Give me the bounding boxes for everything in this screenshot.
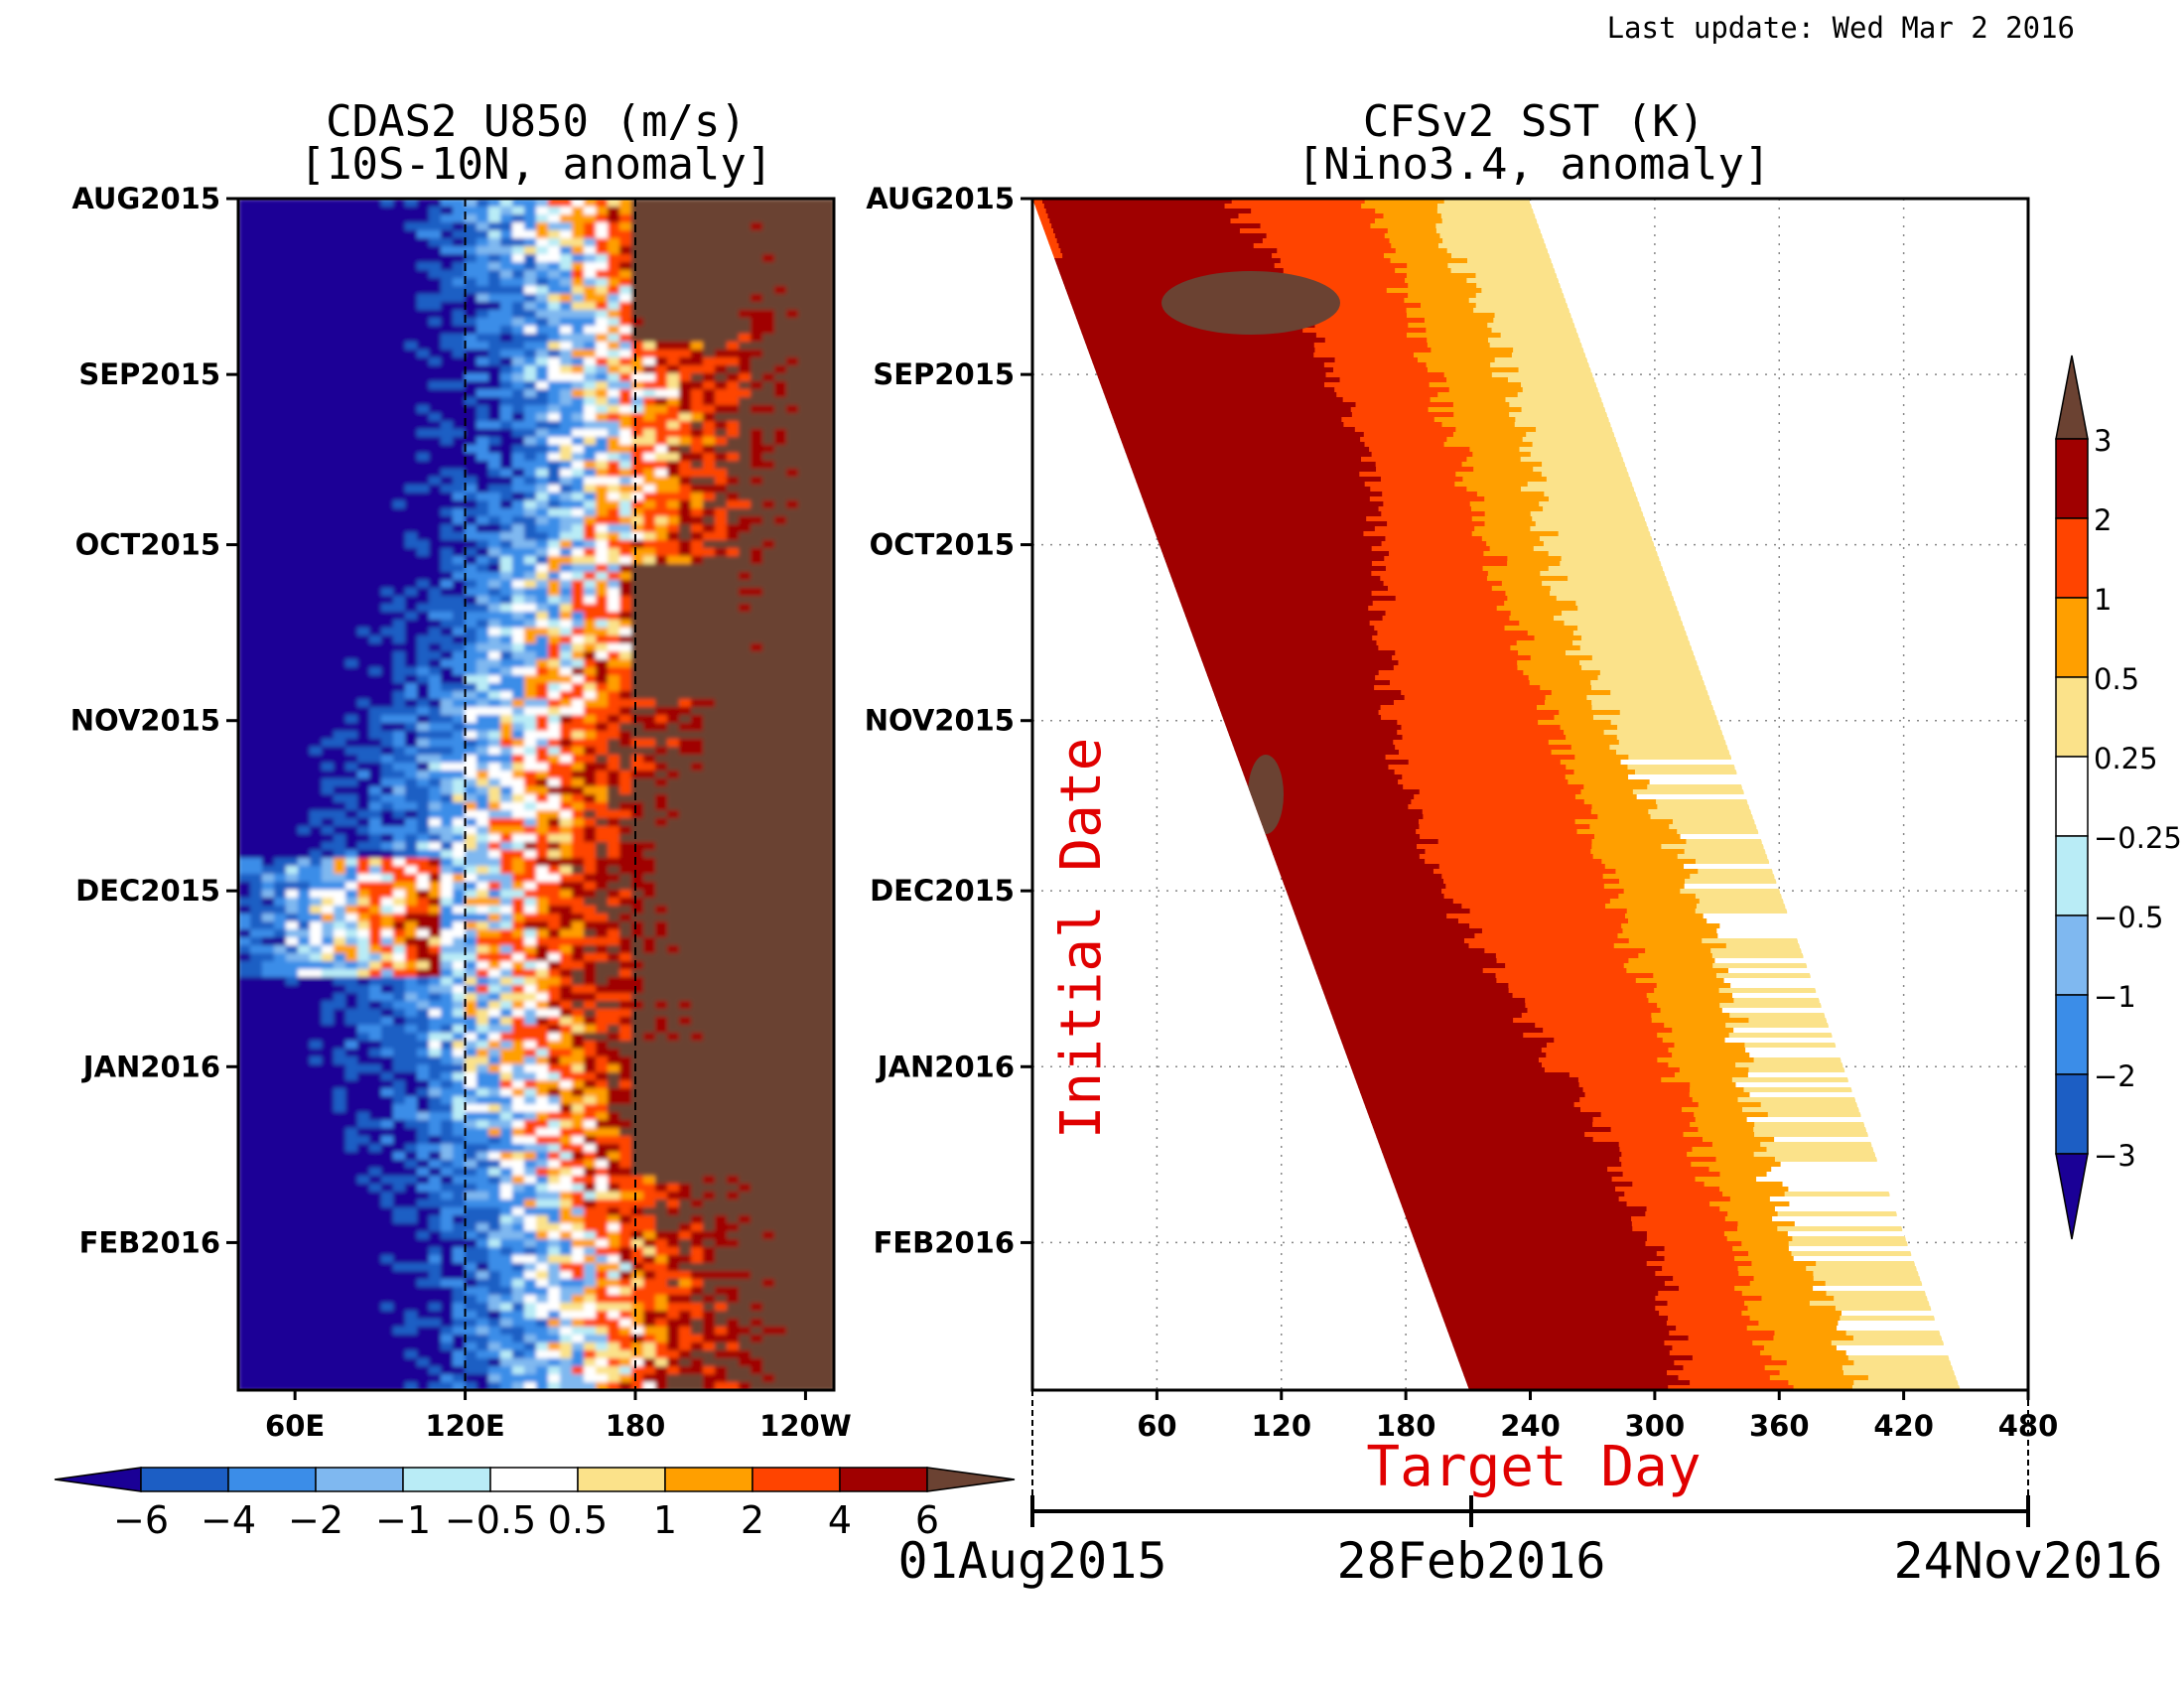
x-tick-label: 240 [1500,1409,1561,1443]
left-panel: CDAS2 U850 (m/s) [10S-10N, anomaly] AUG2… [54,96,1016,1542]
colorbar-label: 1 [2094,583,2112,617]
colorbar-cell [2055,835,2089,916]
left-field-cells [238,199,834,1390]
colorbar-label: −1 [2094,980,2136,1014]
colorbar-arrow-high [926,1467,1016,1492]
date-axis-label: 24Nov2016 [1894,1532,2163,1590]
x-tick-label: 120E [425,1409,504,1443]
colorbar-label: 2 [2094,503,2112,537]
colorbar-label: 1 [653,1498,677,1542]
x-axis-label-target-day: Target Day [1366,1435,1701,1499]
right-x-axis: 60 120 180 240 300 360 420 480 [1137,1390,2058,1443]
colorbar-cell [577,1467,666,1492]
right-title: CFSv2 SST (K) [1363,96,1705,147]
y-tick-label: SEP2015 [78,357,220,391]
y-tick-label: NOV2015 [70,704,220,738]
y-tick-label: AUG2015 [866,182,1015,215]
right-panel: CFSv2 SST (K) [Nino3.4, anomaly] AUG2015… [865,96,2182,1590]
colorbar-cell [664,1467,753,1492]
y-tick-label: JAN2016 [876,1050,1015,1083]
last-update-text: Last update: Wed Mar 2 2016 [1607,11,2075,45]
colorbar-label: 6 [915,1498,939,1542]
colorbar-label: −2 [2094,1059,2136,1093]
colorbar-label: 4 [828,1498,852,1542]
y-tick-label: SEP2015 [873,357,1015,391]
left-heatmap-field [238,199,834,1390]
colorbar-cell [2055,517,2089,599]
left-title: CDAS2 U850 (m/s) [326,96,747,147]
colorbar-arrow-low [2055,1153,2089,1240]
colorbar-arrow-high [2055,354,2089,440]
colorbar-cell [2055,914,2089,996]
x-tick-label: 60E [265,1409,325,1443]
colorbar-arrow-low [54,1467,142,1492]
colorbar-cell [2055,438,2089,519]
x-tick-label: 300 [1625,1409,1686,1443]
date-axis-label: 01Aug2015 [898,1532,1167,1590]
y-tick-label: FEB2016 [79,1225,220,1259]
left-plot-frame [236,197,836,1392]
colorbar-label: 3 [2094,424,2112,458]
colorbar-cell [315,1467,404,1492]
colorbar-label: −3 [2094,1139,2136,1173]
left-x-axis: 60E 120E 180 120W [265,1390,852,1443]
colorbar-label: −2 [288,1498,343,1542]
y-tick-label: JAN2016 [81,1050,220,1083]
colorbar-cell [2055,994,2089,1075]
left-reference-lines [464,199,636,1390]
colorbar-label: −1 [375,1498,431,1542]
right-field-bands [1032,199,1961,1390]
colorbar-cell [2055,1073,2089,1155]
y-tick-label: NOV2015 [865,704,1015,738]
strong-anomaly-patch [1248,755,1284,834]
left-subtitle: [10S-10N, anomaly] [300,139,773,190]
right-colorbar: 3 2 1 0.5 0.25 −0.25 −0.5 −1 −2 −3 [2055,354,2182,1240]
left-y-axis: AUG2015 SEP2015 OCT2015 NOV2015 DEC2015 JAN20… [70,182,238,1259]
x-tick-label: 360 [1749,1409,1810,1443]
colorbar-label: 0.5 [2094,662,2139,696]
y-tick-label: OCT2015 [870,528,1015,562]
colorbar-cell [489,1467,579,1492]
colorbar-cell [2055,756,2089,837]
colorbar-cell [402,1467,491,1492]
colorbar-label: 2 [741,1498,764,1542]
y-tick-label: OCT2015 [75,528,220,562]
x-tick-label: 180 [1376,1409,1436,1443]
date-axis: 01Aug2015 28Feb2016 24Nov2016 [898,1390,2163,1590]
x-tick-label: 120 [1251,1409,1311,1443]
y-tick-label: FEB2016 [874,1225,1015,1259]
colorbar-cell [2055,597,2089,678]
date-axis-label: 28Feb2016 [1337,1532,1606,1590]
y-axis-label-initial-date: Initial Date [1049,738,1114,1140]
colorbar-label: −0.25 [2094,821,2182,855]
colorbar-cell [2055,676,2089,758]
x-tick-label: 60 [1137,1409,1176,1443]
colorbar-label: −0.5 [445,1498,536,1542]
colorbar-cell [227,1467,317,1492]
x-tick-label: 180 [606,1409,666,1443]
colorbar-label: 0.5 [548,1498,608,1542]
strong-anomaly-patch [1161,271,1340,335]
right-heatmap-field [1032,199,1961,1390]
colorbar-cell [839,1467,928,1492]
colorbar-cell [140,1467,229,1492]
y-tick-label: DEC2015 [75,874,220,908]
y-tick-label: DEC2015 [870,874,1015,908]
y-tick-label: AUG2015 [71,182,220,215]
colorbar-label: −4 [201,1498,256,1542]
x-tick-label: 120W [759,1409,852,1443]
colorbar-label: 0.25 [2094,742,2158,775]
colorbar-label: −6 [113,1498,169,1542]
colorbar-cell [751,1467,841,1492]
left-colorbar: −6 −4 −2 −1 −0.5 0.5 1 2 4 6 [54,1467,1016,1542]
colorbar-label: −0.5 [2094,901,2163,934]
right-y-axis: AUG2015 SEP2015 OCT2015 NOV2015 DEC2015 JAN20… [865,182,1032,1259]
x-tick-label: 420 [1873,1409,1934,1443]
right-subtitle: [Nino3.4, anomaly] [1297,139,1771,190]
